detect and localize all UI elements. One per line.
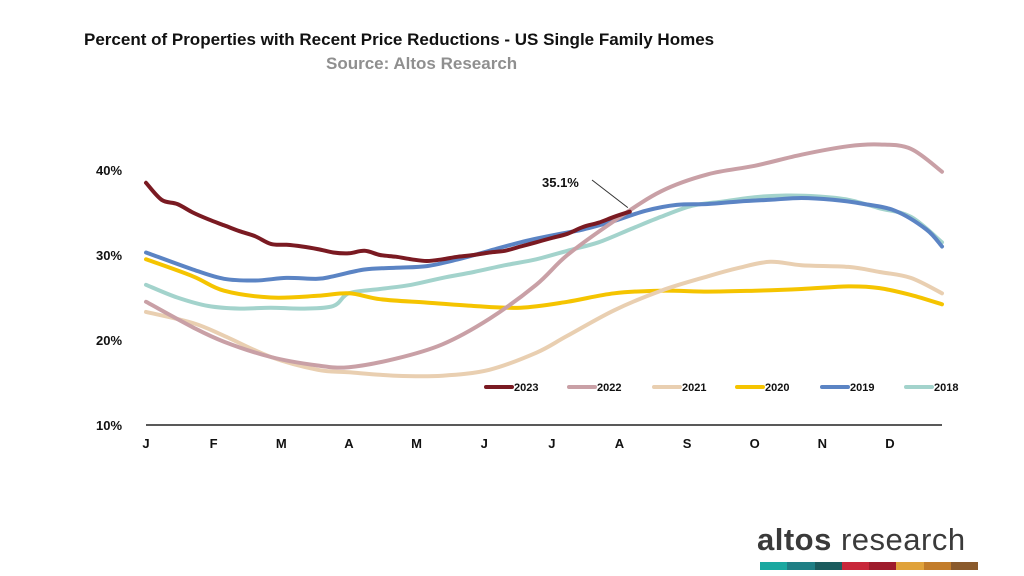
x-tick-label: J [548,436,555,451]
legend-label-2022: 2022 [597,382,621,394]
brand-stripe-segment [923,562,951,570]
series-line-2023 [144,180,632,263]
brand-stripe-segment [787,562,815,570]
altos-research-logo: altos research [757,522,966,558]
brand-part2: research [831,522,966,557]
legend-label-2023: 2023 [514,382,538,394]
legend-label-2020: 2020 [765,382,789,394]
brand-stripe-segment [760,562,788,570]
series-line-2020 [144,257,944,310]
x-tick-label: N [818,436,827,451]
x-tick-label: F [210,436,218,451]
legend-label-2018: 2018 [934,382,958,394]
brand-color-stripe [760,562,978,570]
x-tick-label: A [344,436,354,451]
x-tick-label: S [683,436,692,451]
y-tick-label: 20% [96,333,122,348]
x-tick-label: M [276,436,287,451]
series-line-2022 [144,142,944,370]
series-line-2019 [144,196,944,283]
brand-stripe-segment [814,562,842,570]
y-tick-label: 40% [96,163,122,178]
brand-stripe-segment [841,562,869,570]
annotation-leader-line [591,179,629,209]
chart-subtitle: Source: Altos Research [326,54,518,73]
x-tick-label: A [615,436,625,451]
y-tick-label: 30% [96,248,122,263]
chart-title: Percent of Properties with Recent Price … [84,30,715,49]
brand-stripe-segment [950,562,978,570]
x-tick-label: J [142,436,149,451]
legend-label-2019: 2019 [850,382,874,394]
brand-stripe-segment [896,562,924,570]
brand-stripe-segment [869,562,897,570]
x-tick-label: O [750,436,760,451]
y-tick-label: 10% [96,418,122,433]
x-tick-label: D [885,436,894,451]
legend-label-2021: 2021 [682,382,706,394]
annotation-label: 35.1% [542,175,579,190]
series-line-2018 [144,193,944,311]
brand-part1: altos [757,522,832,557]
x-tick-label: J [481,436,488,451]
x-tick-label: M [411,436,422,451]
